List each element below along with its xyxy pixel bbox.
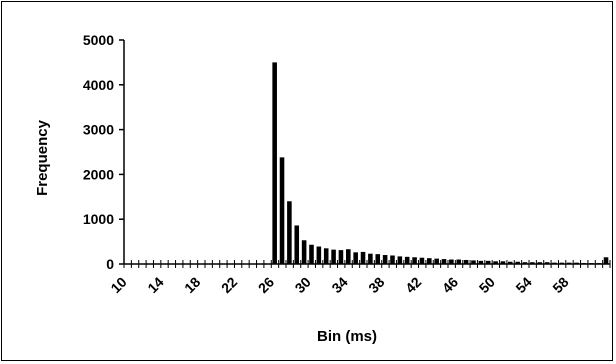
bar-29.2	[301, 240, 307, 264]
bar-28.4	[294, 225, 300, 264]
bar-33.2	[338, 250, 344, 264]
x-tick-label: 18	[181, 274, 203, 296]
bar-45.2	[449, 259, 454, 264]
x-tick-label: 58	[549, 274, 571, 296]
x-axis-title: Bin (ms)	[317, 328, 377, 345]
bar-52.4	[515, 261, 520, 264]
bar-50.8	[500, 261, 506, 264]
bar-62	[603, 257, 609, 264]
y-axis: 0 1000 2000 3000 4000 5000	[83, 32, 125, 272]
bar-37.2	[375, 254, 381, 264]
bar-55.6	[544, 262, 550, 264]
x-axis: 10 14 18 22 26 30 34 38 42 46 50 54 58	[107, 260, 611, 296]
bar-36.4	[368, 253, 373, 264]
bar-26	[272, 62, 277, 265]
y-tick-label: 1000	[83, 211, 114, 227]
bar-48.4	[478, 260, 484, 264]
bar-35.6	[360, 251, 366, 264]
x-tick-label: 26	[255, 274, 277, 296]
bar-47.6	[471, 260, 476, 264]
x-tick-label: 10	[107, 274, 129, 296]
bar-54.8	[537, 262, 543, 264]
bar-51.6	[508, 261, 513, 264]
x-tick-label: 42	[402, 274, 424, 296]
bar-30	[309, 244, 314, 264]
bar-41.2	[412, 257, 417, 264]
x-tick-label: 34	[328, 274, 350, 296]
bar-49.2	[485, 260, 491, 264]
bar-26.8	[279, 157, 285, 264]
bar-31.6	[323, 248, 329, 264]
bar-43.6	[434, 258, 439, 264]
bar-30.8	[316, 246, 322, 264]
y-axis-title: Frequency	[34, 119, 51, 196]
x-tick-label: 38	[365, 274, 387, 296]
x-tick-label: 50	[476, 274, 498, 296]
bar-42	[419, 257, 425, 264]
bar-32.4	[331, 249, 336, 264]
y-tick-label: 2000	[83, 166, 114, 182]
x-tick-label: 22	[218, 274, 240, 296]
bar-50	[493, 261, 498, 264]
x-tick-label: 54	[512, 274, 534, 296]
bar-27.6	[287, 201, 292, 264]
bar-40.4	[404, 256, 410, 264]
bar-54	[530, 262, 535, 264]
x-tick-label: 30	[292, 274, 314, 296]
y-tick-label: 3000	[83, 122, 114, 138]
bar-38	[382, 255, 388, 264]
bar-44.4	[441, 259, 447, 264]
bar-38.8	[390, 255, 395, 264]
bar-34.8	[353, 252, 358, 264]
y-tick-label: 0	[106, 256, 114, 272]
y-tick-label: 5000	[83, 32, 114, 48]
bar-39.6	[397, 256, 403, 264]
x-tick-label: 14	[144, 274, 166, 296]
bar-42.8	[427, 258, 432, 264]
bars-group	[272, 62, 609, 265]
x-tick-label: 46	[439, 274, 461, 296]
bar-46	[456, 259, 462, 264]
bar-34	[346, 249, 351, 264]
bar-46.8	[463, 259, 469, 264]
bar-53.2	[522, 262, 528, 264]
y-tick-label: 4000	[83, 77, 114, 93]
